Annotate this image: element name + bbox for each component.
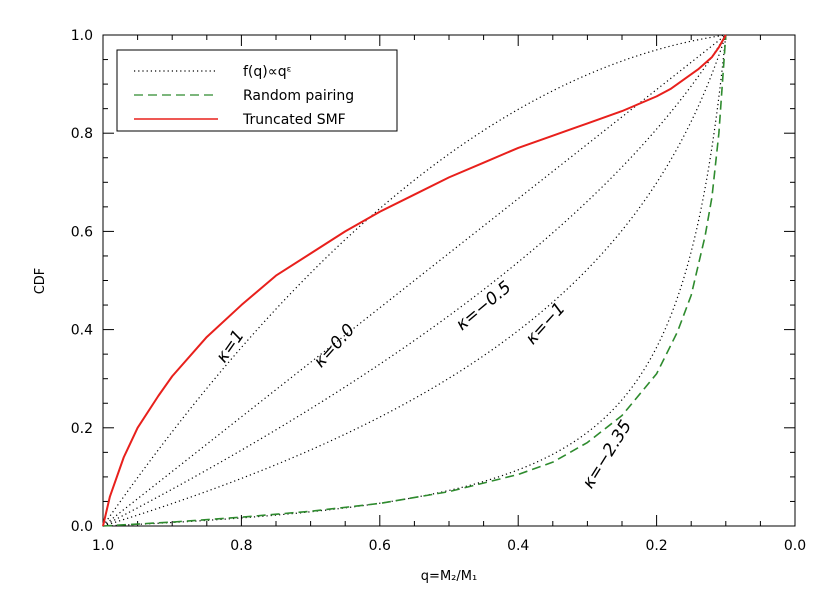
curve-label: κ=−1	[522, 299, 570, 349]
x-tick-label: 1.0	[92, 538, 114, 554]
x-tick-label: 0.8	[230, 538, 252, 554]
power-law-line-kappa-neg2p35	[102, 34, 727, 527]
random-pairing-line	[102, 34, 727, 527]
x-tick-label: 0.4	[507, 538, 529, 554]
x-tick-label: 0.6	[369, 538, 391, 554]
legend-label-truncated-smf: Truncated SMF	[242, 112, 346, 128]
power-law-line-kappa-neg1	[102, 34, 727, 527]
legend: f(q)∝qᵋ Random pairing Truncated SMF	[116, 49, 398, 132]
axis-tick-labels: 1.0 0.8 0.6 0.4 0.2 0.0 0.0 0.2 0.4 0.6 0.8 1.0	[71, 28, 806, 554]
legend-label-power-law: f(q)∝qᵋ	[243, 64, 292, 80]
curve-label: κ=−2.35	[579, 417, 636, 492]
y-tick-label: 0.6	[71, 224, 93, 240]
x-tick-label: 0.0	[784, 538, 806, 554]
curve-label: κ=1	[212, 326, 249, 366]
truncated-smf-line	[102, 34, 727, 527]
y-tick-label: 0.0	[71, 519, 93, 535]
y-tick-label: 0.8	[71, 126, 93, 142]
curve-label: κ=−0.5	[452, 277, 515, 334]
legend-label-random-pairing: Random pairing	[243, 88, 354, 104]
y-tick-label: 0.2	[71, 421, 93, 437]
y-tick-label: 1.0	[71, 28, 93, 44]
series-layer	[102, 34, 727, 527]
y-tick-label: 0.4	[71, 323, 93, 339]
curve-label: κ=0.0	[310, 320, 359, 372]
x-axis-title: q=M₂/M₁	[421, 569, 477, 584]
power-law-line-kappa-1	[102, 34, 726, 527]
curve-labels: κ=1 κ=0.0 κ=−0.5 κ=−1 κ=−2.35	[212, 277, 636, 492]
power-law-line-kappa-neg0p5	[102, 34, 727, 527]
x-tick-label: 0.2	[645, 538, 667, 554]
legend-box	[116, 49, 398, 132]
axis-ticks	[102, 34, 796, 527]
y-axis-title: CDF	[33, 268, 48, 295]
